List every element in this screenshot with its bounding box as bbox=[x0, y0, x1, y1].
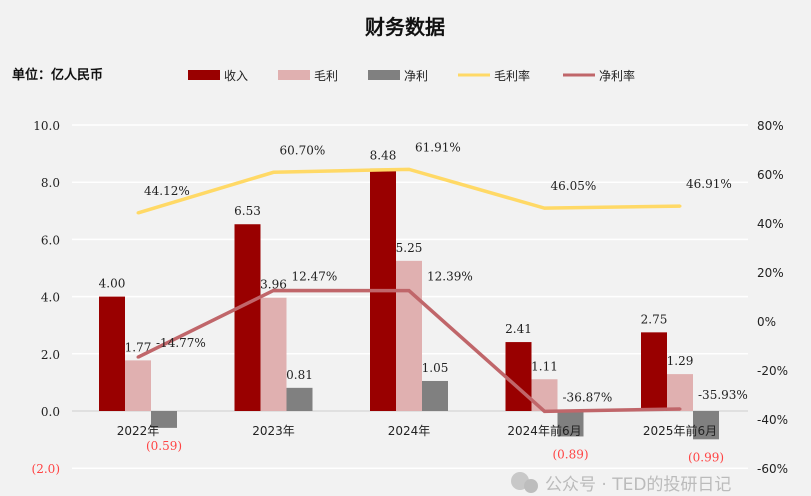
bar-data-label: 3.96 bbox=[260, 278, 287, 292]
line-data-label: 60.70% bbox=[280, 143, 326, 157]
legend-swatch bbox=[188, 70, 220, 80]
bar-data-label: 8.48 bbox=[370, 148, 397, 162]
legend-swatch bbox=[278, 70, 310, 80]
left-tick-label: 10.0 bbox=[33, 119, 60, 133]
category-label: 2024年 bbox=[388, 424, 431, 438]
bar-data-label: 0.81 bbox=[286, 368, 313, 382]
right-tick-label: -20% bbox=[757, 364, 788, 378]
bar-data-label: 1.11 bbox=[531, 359, 558, 373]
bar-毛利 bbox=[125, 360, 151, 411]
bar-收入 bbox=[641, 332, 667, 411]
right-tick-label: 40% bbox=[757, 217, 784, 231]
bar-data-label: 6.53 bbox=[234, 204, 261, 218]
bar-data-label: 5.25 bbox=[396, 241, 423, 255]
bar-毛利 bbox=[667, 374, 693, 411]
wechat-icon bbox=[524, 479, 538, 493]
line-data-label: 12.47% bbox=[292, 269, 338, 283]
unit-label: 单位：亿人民币 bbox=[12, 67, 103, 83]
legend-label: 净利率 bbox=[599, 68, 635, 83]
bar-收入 bbox=[505, 342, 532, 411]
line-data-label: -35.93% bbox=[698, 388, 748, 402]
bar-data-label: 1.29 bbox=[667, 354, 694, 368]
left-tick-label: 4.0 bbox=[41, 291, 60, 305]
right-tick-label: 20% bbox=[757, 266, 784, 280]
watermark: 公众号 · TED的投研日记 bbox=[545, 475, 731, 495]
bar-毛利 bbox=[396, 260, 422, 411]
legend-swatch bbox=[368, 70, 400, 80]
category-label: 2025年前6月 bbox=[643, 423, 717, 438]
line-data-label: 46.05% bbox=[551, 179, 597, 193]
chart-title: 财务数据 bbox=[365, 15, 445, 39]
legend-label: 毛利率 bbox=[494, 68, 530, 83]
bar-收入 bbox=[234, 224, 261, 411]
category-label: 2024年前6月 bbox=[507, 423, 581, 438]
bar-毛利 bbox=[260, 297, 287, 411]
category-label: 2022年 bbox=[117, 424, 160, 438]
line-data-label: 46.91% bbox=[686, 177, 732, 191]
bar-毛利 bbox=[531, 379, 558, 411]
bar-净利 bbox=[422, 380, 448, 411]
line-data-label: 44.12% bbox=[144, 184, 190, 198]
bar-净利 bbox=[286, 387, 313, 411]
bar-data-label: 4.00 bbox=[99, 277, 126, 291]
right-tick-label: -40% bbox=[757, 413, 788, 427]
right-tick-label: 60% bbox=[757, 168, 784, 182]
left-tick-label: (2.0) bbox=[32, 462, 60, 476]
line-data-label: 61.91% bbox=[415, 140, 461, 154]
line-data-label: -14.77% bbox=[156, 336, 206, 350]
legend-label: 收入 bbox=[224, 69, 248, 83]
bar-收入 bbox=[99, 296, 125, 411]
bar-净利 bbox=[151, 411, 177, 428]
line-data-label: 12.39% bbox=[427, 270, 473, 284]
line-point bbox=[543, 206, 546, 210]
line-point bbox=[407, 167, 411, 171]
line-point bbox=[272, 170, 275, 174]
line-point bbox=[678, 204, 682, 208]
left-tick-label: 2.0 bbox=[41, 348, 60, 362]
legend-label: 净利 bbox=[404, 69, 428, 83]
right-tick-label: 0% bbox=[757, 315, 776, 329]
left-tick-label: 0.0 bbox=[41, 405, 60, 419]
line-point bbox=[272, 288, 275, 292]
line-point bbox=[543, 409, 546, 413]
line-毛利率 bbox=[137, 167, 681, 215]
line-point bbox=[136, 355, 140, 359]
line-data-label: -36.87% bbox=[563, 390, 613, 404]
right-tick-label: -60% bbox=[757, 462, 788, 476]
line-point bbox=[136, 211, 140, 215]
bar-data-label: 1.05 bbox=[422, 361, 449, 375]
bar-净利 bbox=[557, 411, 584, 437]
right-tick-label: 80% bbox=[757, 119, 784, 133]
bar-data-label: (0.99) bbox=[688, 450, 724, 464]
category-label: 2023年 bbox=[252, 424, 295, 438]
bar-data-label: 2.41 bbox=[505, 322, 532, 336]
bar-data-label: (0.89) bbox=[552, 447, 588, 461]
bar-净利 bbox=[693, 411, 719, 440]
line-point bbox=[678, 407, 682, 411]
bar-data-label: 1.77 bbox=[125, 340, 152, 354]
legend-label: 毛利 bbox=[314, 69, 338, 83]
left-tick-label: 8.0 bbox=[41, 176, 60, 190]
bar-data-label: (0.59) bbox=[146, 439, 182, 453]
bar-data-label: 2.75 bbox=[641, 312, 668, 326]
left-tick-label: 6.0 bbox=[41, 233, 60, 247]
line-point bbox=[407, 289, 411, 293]
